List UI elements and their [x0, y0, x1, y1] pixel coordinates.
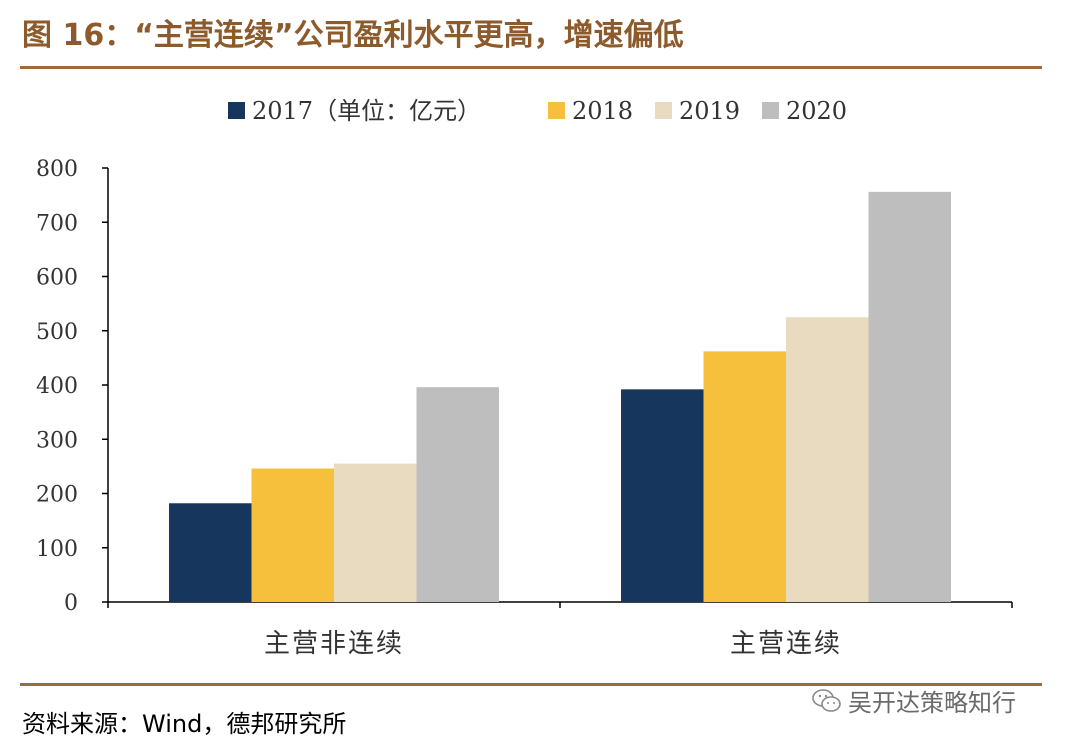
bar-2019-1 [786, 317, 869, 602]
legend-swatch [655, 102, 672, 119]
y-tick-label: 400 [36, 374, 78, 399]
bars [169, 191, 951, 602]
legend-swatch [548, 102, 565, 119]
x-axis: 主营非连续 主营连续 [107, 601, 1013, 659]
title-divider [20, 66, 1042, 69]
figure-title: 图 16：“主营连续”公司盈利水平更高，增速偏低 [22, 18, 684, 53]
bar-2020-1 [868, 191, 951, 602]
bar-2018-0 [251, 468, 334, 602]
legend-label: 2018 [572, 97, 633, 125]
y-tick-label: 300 [36, 428, 78, 453]
wechat-icon [812, 688, 841, 712]
bar-chart: 2017（单位：亿元） 2018 2019 2020 0 100 200 300 400 500… [36, 97, 1013, 659]
bar-2020-0 [416, 387, 499, 602]
x-category-label: 主营连续 [730, 629, 842, 659]
watermark-text: 吴开达策略知行 [848, 689, 1016, 717]
y-axis: 0 100 200 300 400 500 600 700 800 [36, 157, 109, 616]
y-tick-label: 800 [36, 157, 78, 182]
bar-2019-0 [334, 463, 417, 602]
y-tick-label: 600 [36, 266, 78, 291]
legend-label: 2017（单位：亿元） [252, 97, 481, 125]
legend-swatch [228, 102, 245, 119]
bar-2018-1 [703, 351, 786, 602]
legend-swatch [762, 102, 779, 119]
y-tick-label: 700 [36, 211, 78, 236]
bar-2017-1 [621, 389, 704, 602]
x-category-label: 主营非连续 [264, 629, 404, 659]
source-note: 资料来源：Wind，德邦研究所 [22, 710, 347, 738]
watermark: 吴开达策略知行 [812, 683, 1016, 718]
footer-divider [20, 683, 1042, 686]
y-tick-label: 100 [36, 537, 78, 562]
bar-2017-0 [169, 503, 252, 602]
y-tick-label: 0 [64, 591, 78, 616]
legend-label: 2019 [679, 97, 740, 125]
y-tick-label: 200 [36, 483, 78, 508]
y-tick-label: 500 [36, 320, 78, 345]
chart-legend: 2017（单位：亿元） 2018 2019 2020 [228, 97, 847, 125]
legend-label: 2020 [786, 97, 847, 125]
